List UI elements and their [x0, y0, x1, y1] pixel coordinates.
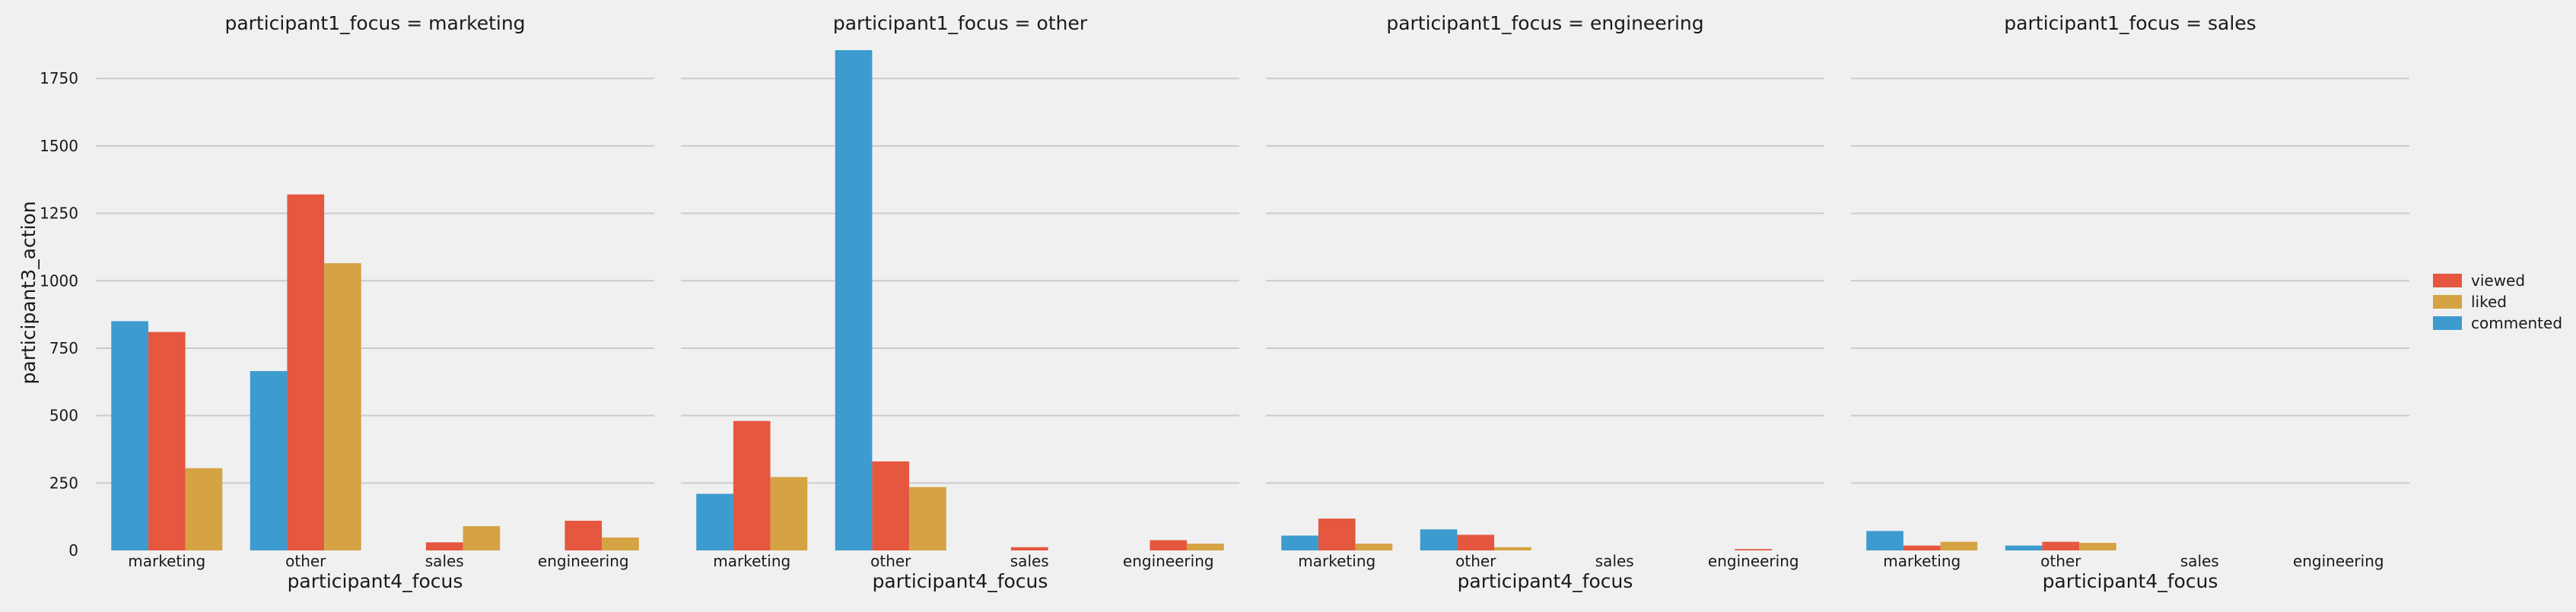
- y-tick-label: 0: [68, 541, 78, 560]
- x-tick-label: engineering: [1708, 552, 1799, 570]
- legend-swatch-viewed: [2433, 274, 2462, 287]
- x-tick-label: engineering: [1123, 552, 1214, 570]
- x-tick-label: marketing: [128, 552, 205, 570]
- bar-viewed-sales: [1010, 547, 1048, 550]
- x-tick-label: other: [1455, 552, 1496, 570]
- y-tick-label: 250: [49, 474, 78, 492]
- bar-commented-marketing: [1866, 531, 1903, 550]
- bar-viewed-marketing: [148, 331, 186, 550]
- bar-commented-other: [2005, 545, 2043, 550]
- x-tick-label: other: [2040, 552, 2081, 570]
- legend-label-commented: commented: [2471, 314, 2562, 332]
- bar-liked-marketing: [1355, 544, 1393, 550]
- bar-liked-other: [2079, 543, 2116, 550]
- bar-commented-other: [835, 49, 873, 551]
- x-tick-label: sales: [425, 552, 464, 570]
- x-tick-label: engineering: [2293, 552, 2384, 570]
- y-axis-label: participant3_action: [17, 201, 40, 384]
- bar-viewed-sales: [425, 542, 463, 550]
- x-tick-label: marketing: [1298, 552, 1375, 570]
- bar-commented-other: [1420, 529, 1458, 550]
- y-tick-label: 1250: [40, 205, 78, 223]
- bar-viewed-marketing: [733, 420, 771, 550]
- bar-viewed-engineering: [564, 520, 603, 550]
- x-tick-label: other: [285, 552, 326, 570]
- bar-liked-marketing: [1940, 541, 1978, 550]
- x-tick-label: sales: [1595, 552, 1634, 570]
- y-tick-label: 750: [49, 339, 78, 357]
- bar-viewed-marketing: [1903, 545, 1941, 550]
- bar-viewed-other: [287, 194, 325, 550]
- y-tick-label: 1500: [40, 137, 78, 155]
- panel-title-3: participant1_focus = sales: [2004, 12, 2256, 34]
- x-axis-label: participant4_focus: [288, 570, 463, 592]
- bar-viewed-other: [872, 461, 910, 550]
- x-tick-label: other: [870, 552, 911, 570]
- bar-viewed-other: [1457, 534, 1495, 550]
- legend-label-liked: liked: [2471, 293, 2507, 311]
- y-tick-label: 1000: [40, 271, 78, 290]
- y-tick-label: 1750: [40, 69, 78, 87]
- bar-commented-marketing: [1281, 535, 1318, 550]
- x-tick-label: engineering: [538, 552, 629, 570]
- y-tick-label: 500: [49, 407, 78, 425]
- bar-liked-marketing: [185, 468, 223, 550]
- bar-viewed-engineering: [1735, 549, 1773, 550]
- bar-commented-marketing: [111, 321, 148, 550]
- bar-viewed-engineering: [1150, 540, 1188, 550]
- bar-liked-other: [909, 487, 946, 550]
- legend-swatch-commented: [2433, 316, 2462, 330]
- panel-title-0: participant1_focus = marketing: [224, 12, 525, 34]
- bar-liked-other: [1494, 547, 1531, 550]
- bar-liked-other: [324, 263, 361, 550]
- bar-viewed-other: [2042, 541, 2080, 550]
- bar-commented-other: [250, 371, 288, 550]
- bar-liked-engineering: [1187, 544, 1224, 550]
- bar-viewed-marketing: [1318, 518, 1356, 550]
- x-tick-label: marketing: [1883, 552, 1961, 570]
- legend-swatch-liked: [2433, 295, 2462, 309]
- bar-liked-engineering: [602, 537, 639, 550]
- bar-liked-sales: [463, 526, 501, 550]
- bar-liked-marketing: [770, 477, 808, 550]
- x-tick-label: sales: [2180, 552, 2219, 570]
- legend-label-viewed: viewed: [2471, 271, 2525, 290]
- x-tick-label: sales: [1010, 552, 1049, 570]
- x-axis-label: participant4_focus: [2043, 570, 2218, 592]
- bar-commented-marketing: [696, 493, 733, 550]
- panel-title-2: participant1_focus = engineering: [1386, 12, 1703, 34]
- x-axis-label: participant4_focus: [1458, 570, 1633, 592]
- x-axis-label: participant4_focus: [873, 570, 1048, 592]
- panel-title-1: participant1_focus = other: [833, 12, 1088, 34]
- x-tick-label: marketing: [713, 552, 790, 570]
